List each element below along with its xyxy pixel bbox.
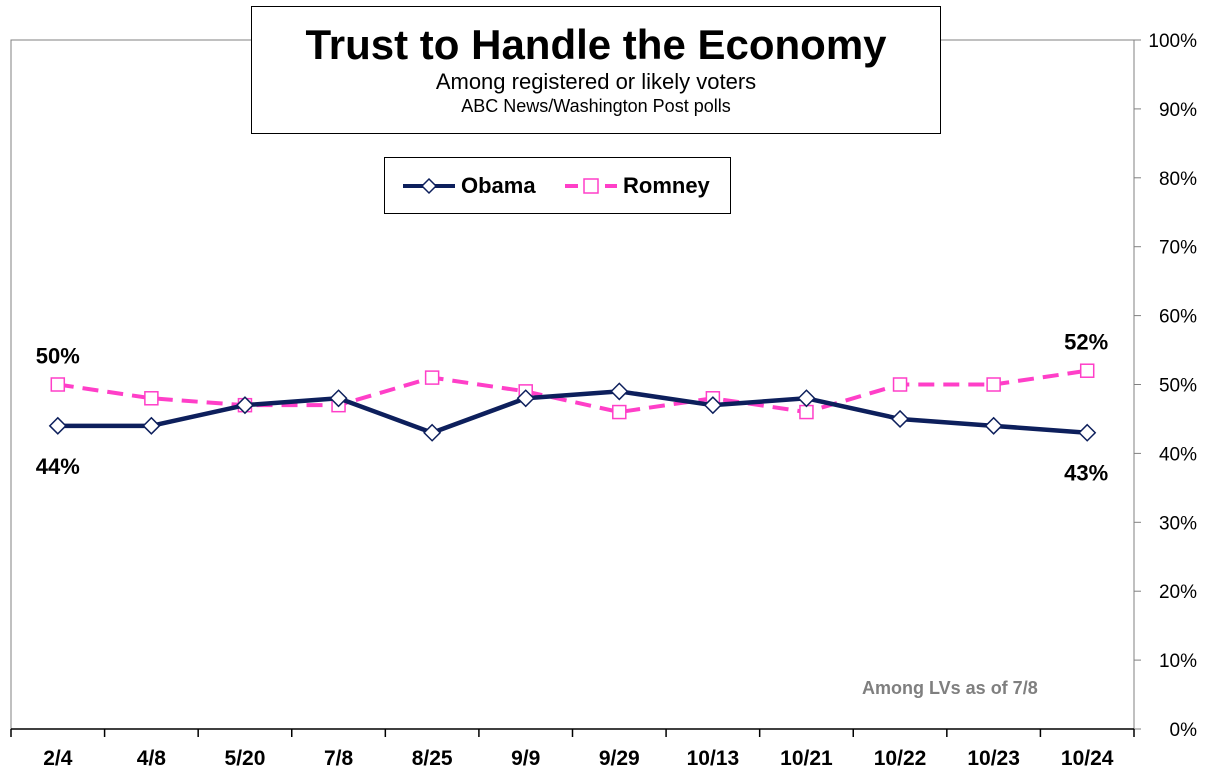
data-point-romney xyxy=(50,377,66,392)
chart-note: Among LVs as of 7/8 xyxy=(862,678,1038,698)
plot-frame xyxy=(10,39,1135,730)
x-tick-label: 9/9 xyxy=(511,747,540,770)
series-layer xyxy=(48,363,1097,442)
y-tick-label: 100% xyxy=(1148,31,1197,52)
legend-label-obama: Obama xyxy=(461,173,536,198)
chart-title: Trust to Handle the Economy xyxy=(305,21,887,68)
y-tick-label: 90% xyxy=(1159,100,1197,121)
data-label-romney: 50% xyxy=(36,344,80,369)
legend-swatch-obama xyxy=(403,177,455,195)
data-point-obama xyxy=(329,389,348,408)
legend: Obama Romney xyxy=(384,157,731,214)
data-label-romney: 52% xyxy=(1064,330,1108,355)
chart-subtitle: Among registered or likely voters xyxy=(435,69,757,94)
y-axis: 0% 10% 20% 30% 40% 50% 60% 70% 80% 90% 100% xyxy=(1134,31,1197,741)
data-point-obama xyxy=(423,423,442,442)
data-point-obama xyxy=(984,416,1003,435)
chart-source: ABC News/Washington Post polls xyxy=(461,96,731,116)
x-tick-label: 9/29 xyxy=(599,747,640,770)
y-tick-label: 60% xyxy=(1159,307,1197,328)
series-romney xyxy=(50,363,1095,420)
x-tick-label: 10/13 xyxy=(687,747,740,770)
y-tick-label: 40% xyxy=(1159,444,1197,465)
data-point-romney xyxy=(892,377,908,392)
data-point-obama xyxy=(890,409,910,429)
data-point-obama xyxy=(1078,423,1097,442)
x-tick-label: 2/4 xyxy=(43,747,73,770)
data-point-obama xyxy=(797,389,816,408)
y-tick-label: 20% xyxy=(1159,582,1197,603)
data-point-obama xyxy=(516,389,535,408)
x-tick-label: 10/22 xyxy=(874,747,927,770)
y-tick-label: 50% xyxy=(1159,376,1197,397)
y-tick-label: 80% xyxy=(1159,169,1197,190)
y-tick-label: 30% xyxy=(1159,513,1197,534)
legend-label-romney: Romney xyxy=(623,173,710,198)
data-point-romney xyxy=(424,370,440,385)
data-point-romney xyxy=(612,404,627,420)
x-axis: 2/4 4/8 5/20 7/8 8/25 9/9 9/29 10/13 10/21 10/22 1… xyxy=(10,729,1135,770)
data-point-romney xyxy=(799,404,814,420)
data-point-romney xyxy=(144,391,159,406)
data-point-obama xyxy=(703,396,722,415)
x-tick-label: 10/23 xyxy=(967,747,1020,770)
series-line-romney xyxy=(57,368,1088,415)
data-point-romney xyxy=(1079,363,1095,378)
x-tick-label: 8/25 xyxy=(412,747,453,770)
series-obama xyxy=(48,382,1097,442)
data-point-obama xyxy=(610,382,629,401)
data-point-obama xyxy=(48,416,67,435)
data-point-obama xyxy=(235,396,255,415)
data-labels: 44% 43% 50% 52% xyxy=(36,330,1108,486)
y-tick-label: 10% xyxy=(1159,651,1197,672)
x-tick-label: 5/20 xyxy=(225,747,266,770)
series-line-obama xyxy=(57,389,1088,435)
y-tick-label: 0% xyxy=(1170,720,1198,741)
title-box: Trust to Handle the Economy Among regist… xyxy=(251,6,941,134)
x-tick-label: 4/8 xyxy=(137,747,167,770)
legend-swatch-romney xyxy=(565,178,617,194)
legend-item-romney: Romney xyxy=(563,172,710,200)
legend-item-obama: Obama xyxy=(401,172,536,200)
data-point-romney xyxy=(986,377,1001,392)
data-point-obama xyxy=(142,416,161,435)
data-label-obama: 43% xyxy=(1064,461,1108,486)
plot-border xyxy=(10,39,1135,729)
data-label-obama: 44% xyxy=(36,454,80,479)
x-tick-label: 10/24 xyxy=(1061,747,1114,770)
x-tick-label: 7/8 xyxy=(324,747,354,770)
y-tick-label: 70% xyxy=(1159,238,1197,259)
x-tick-label: 10/21 xyxy=(780,747,833,770)
